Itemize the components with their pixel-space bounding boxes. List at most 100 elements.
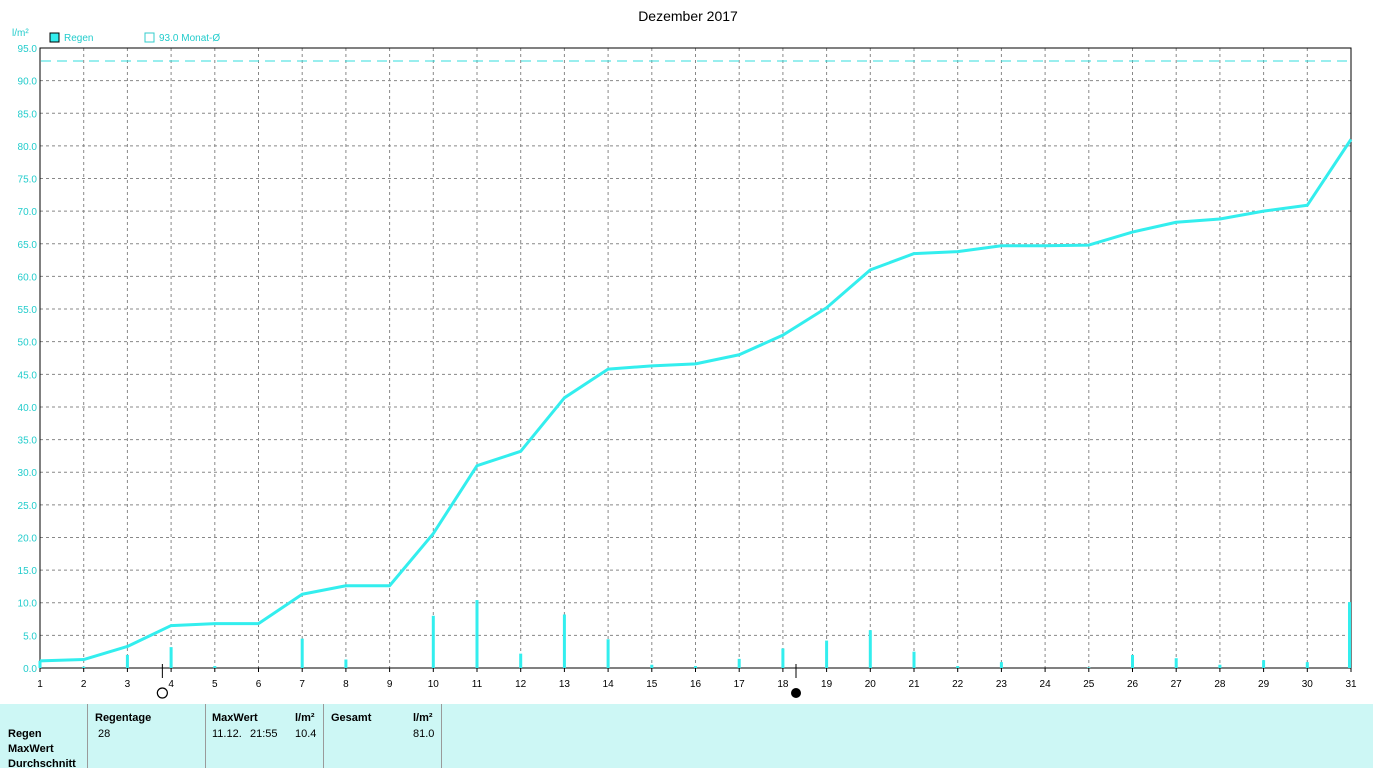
x-tick-label: 19 [821,679,833,690]
y-tick-label: 5.0 [23,631,37,642]
x-tick-label: 10 [428,679,440,690]
row-label-durchschnitt: Durchschnitt [8,758,76,770]
x-tick-label: 27 [1171,679,1183,690]
y-axis-label: l/m² [12,28,29,39]
daily-rain-bar [344,659,348,668]
maxwert-date: 11.12. [212,728,242,740]
daily-rain-bar [1174,658,1178,668]
daily-rain-bar [912,651,916,668]
x-tick-label: 11 [472,679,483,690]
x-tick-label: 31 [1345,679,1357,690]
y-tick-label: 35.0 [18,436,38,447]
daily-rain-bar [956,666,960,668]
y-tick-label: 20.0 [18,533,38,544]
statistics-panel: Regen MaxWert Durchschnitt Regentage 28 … [0,704,1373,770]
maxwert-unit: l/m² [295,712,315,724]
daily-rain-bar [562,614,566,668]
daily-bars [38,600,1351,668]
x-tick-label: 29 [1258,679,1270,690]
y-tick-label: 45.0 [18,370,38,381]
daily-rain-bar [737,658,741,668]
x-tick-label: 15 [646,679,658,690]
daily-rain-bar [868,630,872,668]
y-tick-label: 55.0 [18,305,38,316]
gesamt-header: Gesamt [331,712,372,724]
x-tick-label: 12 [515,679,527,690]
legend-swatch-reference [144,32,155,43]
x-tick-label: 3 [125,679,131,690]
daily-rain-bar [169,647,173,668]
daily-rain-bar [1348,602,1351,668]
full-moon-icon [156,687,168,699]
column-divider [323,704,324,768]
row-label-maxwert: MaxWert [8,743,54,755]
daily-rain-bar [999,662,1003,668]
new-moon-icon [791,688,802,698]
gesamt-unit: l/m² [413,712,433,724]
y-tick-label: 80.0 [18,142,38,153]
daily-rain-bar [825,640,829,668]
x-tick-label: 9 [387,679,393,690]
rainfall-chart: 0.0 5.0 10.0 15.0 20.0 25.0 30.0 35.0 40.0 45.0 50… [12,8,1357,699]
maxwert-time: 21:55 [250,728,278,740]
daily-rain-bar [650,664,654,668]
chart-title: Dezember 2017 [638,8,738,24]
column-divider [441,704,442,768]
daily-rain-bar [1218,664,1222,668]
daily-rain-bar [1305,662,1309,668]
x-tick-label: 28 [1214,679,1226,690]
daily-rain-bar [82,666,86,668]
y-tick-label: 15.0 [18,566,38,577]
legend-swatch-regen [49,32,60,43]
x-tick-label: 1 [37,679,43,690]
x-tick-label: 18 [777,679,789,690]
daily-rain-bar [431,615,435,668]
daily-rain-bar [606,639,610,668]
x-tick-label: 7 [299,679,305,690]
daily-rain-bar [213,666,217,668]
regentage-header: Regentage [95,712,152,724]
daily-rain-bar [519,653,523,668]
x-tick-label: 30 [1302,679,1314,690]
x-tick-label: 2 [81,679,87,690]
x-tick-label: 5 [212,679,218,690]
cumulative-rain-line [39,138,1353,663]
x-tick-label: 16 [690,679,702,690]
y-tick-label: 30.0 [18,468,38,479]
y-tick-label: 70.0 [18,207,38,218]
x-tick-label: 20 [865,679,877,690]
daily-rain-bar [1087,667,1091,668]
column-divider [87,704,88,768]
y-tick-label: 25.0 [18,501,38,512]
y-tick-label: 90.0 [18,77,38,88]
x-tick-label: 22 [952,679,964,690]
y-tick-labels: 0.0 5.0 10.0 15.0 20.0 25.0 30.0 35.0 40.0 45.0 50… [18,44,38,675]
daily-rain-bar [1262,660,1266,668]
x-tick-label: 13 [559,679,571,690]
daily-rain-bar [694,666,697,668]
x-tick-label: 21 [908,679,920,690]
y-tick-label: 40.0 [18,403,38,414]
x-tick-label: 17 [734,679,746,690]
moon-phases [156,664,802,699]
daily-rain-bar [475,600,479,668]
maxwert-value: 10.4 [295,728,317,740]
x-tick-label: 24 [1040,679,1052,690]
row-label-regen: Regen [8,728,42,740]
daily-rain-bar [38,660,42,668]
y-tick-label: 0.0 [23,664,37,675]
legend-label-reference: 93.0 Monat-Ø [159,33,220,44]
y-tick-label: 95.0 [18,44,38,55]
x-tick-label: 23 [996,679,1008,690]
x-tick-label: 25 [1083,679,1095,690]
grid-lines [40,48,1351,668]
x-tick-label: 6 [256,679,262,690]
x-tick-labels: 1 2 3 4 5 6 7 8 9 10 11 12 13 14 15 16 17 18 19 20 21 22 23 24 2… [37,668,1357,690]
regentage-value: 28 [98,728,111,740]
y-tick-label: 50.0 [18,338,38,349]
y-tick-label: 65.0 [18,240,38,251]
gesamt-value: 81.0 [413,728,435,740]
x-tick-label: 14 [603,679,615,690]
x-tick-label: 8 [343,679,349,690]
x-tick-label: 26 [1127,679,1139,690]
